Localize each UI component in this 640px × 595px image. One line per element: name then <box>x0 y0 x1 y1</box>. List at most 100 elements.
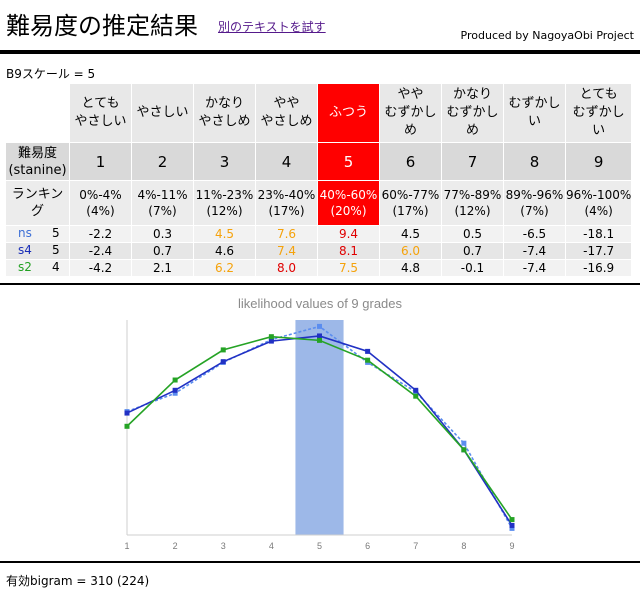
series-point-2 <box>220 347 226 353</box>
score-row-header: ns 5 <box>6 226 70 243</box>
score-value: 0.3 <box>132 226 194 243</box>
level-label: とても むずかしい <box>566 84 633 143</box>
model-count: 4 <box>52 260 60 274</box>
model-name: ns <box>18 226 32 240</box>
grade-row-label: 難易度 (stanine) <box>6 143 70 181</box>
score-row-header: s2 4 <box>6 260 70 277</box>
level-label: かなり やさしめ <box>194 84 256 143</box>
ranking-range: 23%-40% (17%) <box>256 181 318 226</box>
series-point-2 <box>509 517 515 523</box>
level-label: やや むずかしめ <box>380 84 442 143</box>
score-value: -6.5 <box>504 226 566 243</box>
score-value: 8.1 <box>318 243 380 260</box>
ranking-range: 4%-11% (7%) <box>132 181 194 226</box>
ranking-range: 60%-77% (17%) <box>380 181 442 226</box>
page-title: 難易度の推定結果 <box>6 12 198 40</box>
grade-number: 9 <box>566 143 633 181</box>
ranking-range: 11%-23% (12%) <box>194 181 256 226</box>
likelihood-chart: likelihood values of 9 grades 1 2 3 4 5 6 7 8 9 <box>124 296 515 551</box>
series-point-2 <box>124 423 130 429</box>
header-divider <box>0 50 640 54</box>
difficulty-table: とても やさしい やさしい かなり やさしめ やや やさしめ ふつう やや むずかしめかなり むずか… <box>6 84 633 277</box>
series-point-1 <box>317 333 322 339</box>
model-count: 5 <box>52 243 60 257</box>
score-value: 4.8 <box>380 260 442 277</box>
ranking-range: 89%-96% (7%) <box>504 181 566 226</box>
header: 難易度の推定結果 別のテキストを試す Produced by NagoyaObi… <box>0 0 640 50</box>
score-value: -2.4 <box>70 243 132 260</box>
score-value: -17.7 <box>566 243 633 260</box>
producer-credit: Produced by NagoyaObi Project <box>460 29 634 42</box>
series-point-1 <box>124 410 130 416</box>
score-value: 7.6 <box>256 226 318 243</box>
x-tick-label: 3 <box>221 541 226 551</box>
score-value: -4.2 <box>70 260 132 277</box>
score-value: -7.4 <box>504 243 566 260</box>
try-another-text-link[interactable]: 別のテキストを試す <box>218 20 326 34</box>
bigram-count: 有効bigram = 310 (224) <box>6 574 150 588</box>
series-point-1 <box>172 387 178 393</box>
series-point-0 <box>317 323 322 329</box>
series-point-0 <box>461 440 467 446</box>
score-row-header: s4 5 <box>6 243 70 260</box>
series-point-2 <box>461 447 467 453</box>
score-value: 4.6 <box>194 243 256 260</box>
level-label: やさしい <box>132 84 194 143</box>
score-value: -2.2 <box>70 226 132 243</box>
score-value: 4.5 <box>194 226 256 243</box>
score-value: 6.0 <box>380 243 442 260</box>
score-value: 4.5 <box>380 226 442 243</box>
level-label: やや やさしめ <box>256 84 318 143</box>
grade-number: 4 <box>256 143 318 181</box>
series-point-1 <box>365 348 371 354</box>
score-value: 9.4 <box>318 226 380 243</box>
b9-scale-value: B9スケール = 5 <box>6 67 96 81</box>
score-value: -18.1 <box>566 226 633 243</box>
series-point-2 <box>172 377 178 383</box>
x-tick-label: 6 <box>365 541 370 551</box>
grade-row: 難易度 (stanine) 1 2 3 4 5 6 7 8 9 <box>6 143 633 181</box>
footer-divider <box>0 561 640 563</box>
highlight-band <box>295 320 344 535</box>
model-name: s4 <box>18 243 32 257</box>
level-label: とても やさしい <box>70 84 132 143</box>
series-point-1 <box>509 522 515 528</box>
x-tick-label: 7 <box>413 541 418 551</box>
ranking-range: 96%-100% (4%) <box>566 181 633 226</box>
score-value: 7.4 <box>256 243 318 260</box>
ranking-row-label: ランキング <box>6 181 70 226</box>
grade-number: 2 <box>132 143 194 181</box>
score-value: 7.5 <box>318 260 380 277</box>
corner-cell <box>6 84 70 143</box>
score-value: 0.5 <box>442 226 504 243</box>
model-name: s2 <box>18 260 32 274</box>
grade-number: 5 <box>318 143 380 181</box>
series-point-1 <box>413 387 419 393</box>
ranking-range: 77%-89% (12%) <box>442 181 504 226</box>
series-point-0 <box>509 525 515 531</box>
score-value: -7.4 <box>504 260 566 277</box>
level-label: かなり むずかしめ <box>442 84 504 143</box>
score-value: -0.1 <box>442 260 504 277</box>
table-chart-divider <box>0 283 640 285</box>
series-point-2 <box>268 334 274 340</box>
score-row-s4: s4 5 -2.4 0.7 4.6 7.4 8.1 6.0 0.7 -7.4 -17.7 <box>6 243 633 260</box>
x-tick-label: 5 <box>317 541 322 551</box>
x-tick-label: 4 <box>269 541 274 551</box>
ranking-row: ランキング 0%-4% (4%) 4%-11% (7%) 11%-23% (12%) 23%-… <box>6 181 633 226</box>
chart-title: likelihood values of 9 grades <box>238 296 403 311</box>
grade-number: 3 <box>194 143 256 181</box>
series-point-1 <box>268 338 274 344</box>
ranking-range: 0%-4% (4%) <box>70 181 132 226</box>
x-tick-label: 2 <box>173 541 178 551</box>
level-header-row: とても やさしい やさしい かなり やさしめ やや やさしめ ふつう やや むずかしめかなり むずか… <box>6 84 633 143</box>
x-tick-label: 8 <box>461 541 466 551</box>
series-point-2 <box>413 393 419 399</box>
series-point-2 <box>365 357 371 363</box>
level-label: むずかしい <box>504 84 566 143</box>
score-value: 6.2 <box>194 260 256 277</box>
grade-number: 7 <box>442 143 504 181</box>
score-value: 0.7 <box>442 243 504 260</box>
score-row-s2: s2 4 -4.2 2.1 6.2 8.0 7.5 4.8 -0.1 -7.4 -16.9 <box>6 260 633 277</box>
score-row-ns: ns 5 -2.2 0.3 4.5 7.6 9.4 4.5 0.5 -6.5 -18.1 <box>6 226 633 243</box>
